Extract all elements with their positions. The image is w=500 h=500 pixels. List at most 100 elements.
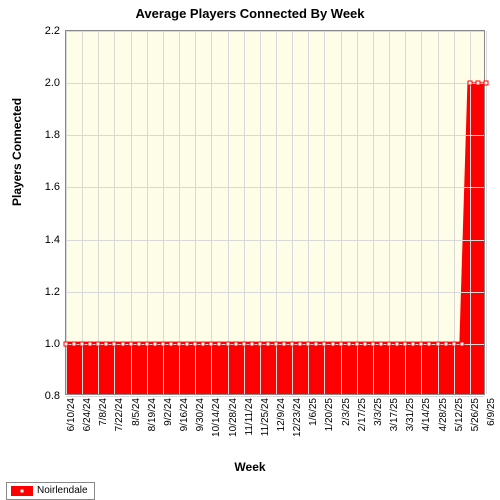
- gridline-vertical: [98, 31, 99, 394]
- data-point-marker: [403, 341, 408, 346]
- data-point-marker: [193, 341, 198, 346]
- gridline-vertical: [373, 31, 374, 394]
- gridline-vertical: [131, 31, 132, 394]
- y-tick-label: 1.8: [45, 129, 60, 141]
- gridline-horizontal: [66, 396, 484, 397]
- data-point-marker: [64, 341, 69, 346]
- legend-label: Noirlendale: [37, 485, 88, 497]
- x-tick-label: 10/28/24: [228, 398, 239, 437]
- x-tick-label: 3/31/25: [405, 398, 416, 431]
- chart-container: Average Players Connected By Week Player…: [0, 0, 500, 500]
- gridline-vertical: [308, 31, 309, 394]
- data-point-marker: [306, 341, 311, 346]
- x-tick-label: 5/12/25: [454, 398, 465, 431]
- legend-marker-icon: [20, 489, 25, 494]
- data-point-marker: [96, 341, 101, 346]
- gridline-vertical: [114, 31, 115, 394]
- x-tick-label: 8/5/24: [131, 398, 142, 426]
- data-point-marker: [282, 341, 287, 346]
- gridline-vertical: [82, 31, 83, 394]
- gridline-vertical: [228, 31, 229, 394]
- data-point-marker: [314, 341, 319, 346]
- gridline-vertical: [421, 31, 422, 394]
- data-point-marker: [379, 341, 384, 346]
- data-point-marker: [241, 341, 246, 346]
- x-tick-label: 11/11/24: [244, 398, 255, 435]
- legend: Noirlendale: [6, 482, 95, 500]
- x-tick-label: 11/25/24: [260, 398, 271, 436]
- data-point-marker: [177, 341, 182, 346]
- data-point-marker: [484, 81, 489, 86]
- x-tick-label: 9/2/24: [163, 398, 174, 426]
- x-tick-label: 12/23/24: [292, 398, 303, 437]
- data-point-marker: [217, 341, 222, 346]
- data-point-marker: [475, 81, 480, 86]
- gridline-vertical: [66, 31, 67, 394]
- y-tick-label: 1.2: [45, 286, 60, 298]
- data-point-marker: [112, 341, 117, 346]
- data-point-marker: [209, 341, 214, 346]
- x-tick-label: 3/17/25: [389, 398, 400, 431]
- data-point-marker: [274, 341, 279, 346]
- data-point-marker: [265, 341, 270, 346]
- x-tick-label: 9/30/24: [195, 398, 206, 431]
- data-point-marker: [338, 341, 343, 346]
- x-tick-label: 7/22/24: [114, 398, 125, 431]
- data-point-marker: [233, 341, 238, 346]
- gridline-vertical: [211, 31, 212, 394]
- data-point-marker: [435, 341, 440, 346]
- data-point-marker: [185, 341, 190, 346]
- data-point-marker: [201, 341, 206, 346]
- x-tick-label: 4/28/25: [438, 398, 449, 431]
- x-tick-label: 1/20/25: [324, 398, 335, 431]
- gridline-vertical: [324, 31, 325, 394]
- gridline-vertical: [244, 31, 245, 394]
- data-point-marker: [169, 341, 174, 346]
- y-tick-label: 2.0: [45, 77, 60, 89]
- data-point-marker: [443, 341, 448, 346]
- gridline-vertical: [147, 31, 148, 394]
- data-point-marker: [120, 341, 125, 346]
- gridline-vertical: [405, 31, 406, 394]
- y-tick-label: 2.2: [45, 25, 60, 37]
- data-point-marker: [225, 341, 230, 346]
- data-point-marker: [290, 341, 295, 346]
- x-tick-label: 10/14/24: [211, 398, 222, 437]
- gridline-vertical: [276, 31, 277, 394]
- x-tick-label: 12/9/24: [276, 398, 287, 431]
- data-point-marker: [322, 341, 327, 346]
- data-point-marker: [330, 341, 335, 346]
- data-point-marker: [411, 341, 416, 346]
- data-point-marker: [104, 341, 109, 346]
- x-tick-label: 3/3/25: [373, 398, 384, 426]
- plot-area: 0.81.01.21.41.61.82.02.26/10/246/24/247/…: [65, 30, 485, 395]
- data-point-marker: [128, 341, 133, 346]
- gridline-vertical: [438, 31, 439, 394]
- gridline-vertical: [195, 31, 196, 394]
- data-point-marker: [144, 341, 149, 346]
- data-point-marker: [160, 341, 165, 346]
- gridline-vertical: [454, 31, 455, 394]
- data-point-marker: [72, 341, 77, 346]
- gridline-vertical: [260, 31, 261, 394]
- data-point-marker: [80, 341, 85, 346]
- y-tick-label: 0.8: [45, 390, 60, 402]
- data-point-marker: [354, 341, 359, 346]
- gridline-vertical: [357, 31, 358, 394]
- x-tick-label: 6/10/24: [66, 398, 77, 431]
- x-axis-label: Week: [0, 460, 500, 474]
- chart-title: Average Players Connected By Week: [0, 6, 500, 21]
- x-tick-label: 8/19/24: [147, 398, 158, 431]
- x-tick-label: 4/14/25: [421, 398, 432, 431]
- data-point-marker: [395, 341, 400, 346]
- x-tick-label: 1/6/25: [308, 398, 319, 426]
- data-point-marker: [257, 341, 262, 346]
- data-point-marker: [152, 341, 157, 346]
- data-point-marker: [427, 341, 432, 346]
- legend-swatch: [11, 486, 33, 496]
- gridline-vertical: [163, 31, 164, 394]
- gridline-vertical: [179, 31, 180, 394]
- data-point-marker: [249, 341, 254, 346]
- data-point-marker: [467, 81, 472, 86]
- data-point-marker: [387, 341, 392, 346]
